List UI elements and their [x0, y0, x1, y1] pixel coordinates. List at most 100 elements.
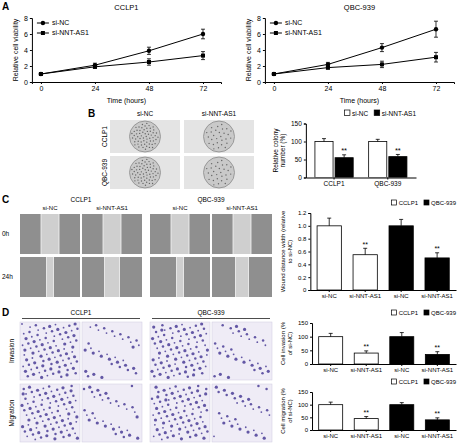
cell: [72, 334, 75, 337]
cell: [57, 405, 59, 407]
colony: [141, 171, 142, 172]
cell: [215, 386, 218, 389]
wound-edge: [171, 214, 172, 254]
cell: [177, 330, 180, 333]
colony: [134, 167, 135, 168]
cell: [42, 360, 45, 363]
colony: [223, 133, 224, 134]
cell: [66, 369, 69, 372]
tick-mark: [330, 364, 331, 366]
error-bar: [329, 402, 333, 405]
tick-label: 1.2: [298, 210, 307, 216]
tick: 0: [305, 361, 312, 367]
axis-title: Time (hours): [340, 97, 379, 105]
cell: [33, 396, 35, 398]
cell: [257, 363, 259, 365]
colony: [225, 174, 226, 175]
cell: [267, 370, 270, 373]
cell: [23, 333, 25, 335]
cell: [162, 421, 165, 424]
cell: [164, 350, 166, 352]
bar: [389, 226, 413, 290]
colony: [211, 127, 212, 128]
cell: [168, 399, 170, 401]
cell: [264, 344, 266, 346]
error-bar: [364, 351, 368, 353]
colony: [213, 135, 214, 136]
tick-label: 0: [24, 79, 28, 86]
tick-label: 50: [301, 348, 308, 354]
legend-swatch: [374, 110, 380, 116]
cell: [176, 402, 178, 404]
cell: [46, 430, 49, 433]
tick-mark: [328, 82, 329, 84]
bar: [425, 354, 449, 364]
cell: [52, 427, 55, 430]
colony: [136, 166, 137, 167]
colony: [135, 174, 136, 175]
colony: [134, 135, 135, 136]
colony: [136, 169, 137, 170]
wound-gap: [105, 257, 120, 297]
cell: [71, 330, 73, 332]
colony: [145, 185, 146, 186]
axis-line: [32, 83, 221, 85]
tick: 50: [301, 415, 312, 421]
chart: 050100150si-NCsi-NNT-AS1si-NCsi-NNT-AS1C…: [280, 310, 457, 373]
tick: si-NNT-AS1: [349, 290, 381, 299]
cell: [44, 369, 47, 372]
plot-texts: ****CCLP1QBC-939: [364, 379, 457, 417]
cell: [36, 427, 38, 429]
image: [150, 214, 210, 254]
cell: [84, 370, 87, 373]
cell: [40, 404, 43, 407]
column-label: si-NC: [43, 205, 59, 211]
cell: [74, 322, 77, 325]
cell: [163, 334, 166, 337]
cell: [170, 430, 172, 432]
cell: [225, 350, 227, 352]
point: [39, 72, 43, 76]
cell: [33, 340, 36, 343]
cell: [254, 336, 257, 339]
colony: [156, 168, 157, 169]
tick-mark: [310, 417, 312, 418]
wound-edge: [248, 257, 249, 297]
cell: [99, 394, 102, 397]
cell: [23, 354, 25, 356]
bar: [354, 353, 378, 364]
cell: [206, 354, 208, 356]
colony: [145, 169, 146, 170]
cell: [198, 427, 201, 430]
cell: [204, 425, 207, 428]
tick-mark: [401, 364, 402, 366]
colony: [152, 168, 153, 169]
cell: [67, 418, 69, 420]
tick: 0.8: [298, 236, 310, 242]
cell: [122, 360, 124, 362]
colony: [141, 135, 142, 136]
colony: [138, 141, 139, 142]
cell: [213, 375, 216, 378]
colony: [134, 131, 135, 132]
cell: [59, 354, 62, 357]
colony: [211, 163, 212, 164]
colony: [146, 164, 147, 165]
cell: [258, 406, 261, 409]
cell: [47, 397, 50, 400]
tick-label: 0.6: [298, 249, 307, 255]
tick-label: 72: [433, 85, 441, 92]
cell: [83, 388, 86, 391]
group-label: CCLP1: [71, 309, 92, 316]
cell: [199, 416, 202, 419]
cell: [61, 419, 64, 422]
cell: [234, 358, 237, 361]
colony: [221, 124, 222, 125]
cell: [193, 397, 195, 399]
cell: [233, 353, 235, 355]
colony: [213, 148, 214, 149]
cell: [242, 361, 245, 364]
cell: [60, 398, 63, 401]
colony: [143, 173, 144, 174]
legend-label: si-NNT-AS1: [382, 110, 417, 117]
